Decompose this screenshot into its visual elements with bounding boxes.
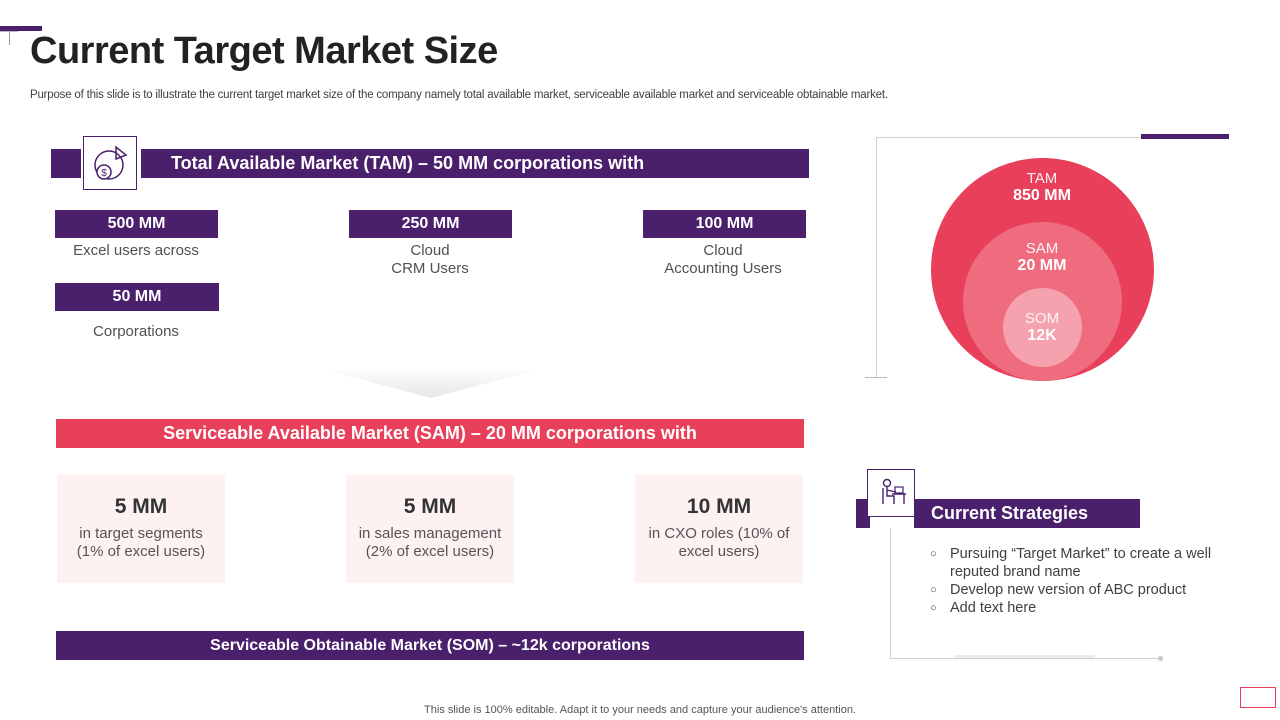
tam-header-bar: Total Available Market (TAM) – 50 MM cor… (141, 149, 809, 178)
dollar-chart-icon: $ (94, 145, 128, 180)
sam-circle-value: 20 MM (1017, 257, 1067, 274)
som-header-bar: Serviceable Obtainable Market (SOM) – ~1… (56, 631, 804, 660)
circle-panel-frame-left (876, 137, 877, 377)
strategies-frame-dot (1158, 656, 1163, 661)
sam-card-1: 5 MM in target segments (1% of excel use… (57, 475, 225, 583)
tam-stat-label-2: Cloud CRM Users (391, 242, 469, 277)
sam-circle-name: SAM (1025, 240, 1059, 257)
circle-bullet-icon: ○ (930, 548, 937, 560)
sam-card-value: 5 MM (403, 495, 457, 518)
page-title: Current Target Market Size (30, 30, 498, 72)
som-header-text: Serviceable Obtainable Market (SOM) – ~1… (210, 636, 650, 654)
list-item: ○ Add text here (930, 599, 1220, 617)
tam-stat-badge-4: 50 MM (55, 283, 219, 311)
page-subtitle: Purpose of this slide is to illustrate t… (30, 89, 888, 101)
tam-stat-label-1: Excel users across (73, 242, 199, 259)
som-circle-label: SOM 12K (992, 310, 1092, 345)
sam-card-label: in CXO roles (10% of excel users) (648, 525, 790, 560)
corner-accent-bar (0, 26, 42, 31)
som-circle-value: 12K (1027, 327, 1057, 344)
tam-circle-value: 850 MM (1013, 187, 1071, 204)
tam-stat-label-4: Corporations (93, 323, 179, 340)
tam-stat-badge-3: 100 MM (643, 210, 806, 238)
tam-header-text: Total Available Market (TAM) – 50 MM cor… (171, 153, 645, 173)
sam-card-3: 10 MM in CXO roles (10% of excel users) (635, 475, 803, 583)
sam-header-bar: Serviceable Available Market (SAM) – 20 … (56, 419, 804, 448)
strategy-text: Develop new version of ABC product (950, 582, 1187, 598)
tam-stat-label-3: Cloud Accounting Users (664, 242, 782, 277)
list-item: ○ Develop new version of ABC product (930, 581, 1220, 599)
corner-outline-box (1240, 687, 1276, 708)
strategies-list: ○ Pursuing “Target Market” to create a w… (930, 545, 1220, 617)
tam-stat-badge-1: 500 MM (55, 210, 218, 238)
sam-card-value: 10 MM (686, 495, 752, 518)
corner-accent-line-vertical (9, 31, 10, 45)
som-circle (1003, 288, 1082, 367)
som-circle-name: SOM (1024, 310, 1060, 327)
list-item: ○ Pursuing “Target Market” to create a w… (930, 545, 1220, 581)
sam-circle-label: SAM 20 MM (992, 240, 1092, 275)
circle-panel-accent-bar (1141, 134, 1229, 139)
strategies-icon-box (867, 469, 915, 517)
strategies-frame-left (890, 528, 891, 659)
circle-bullet-icon: ○ (930, 602, 937, 614)
strategies-header-stub (856, 499, 870, 528)
strategies-header-bar: Current Strategies (914, 499, 1140, 528)
strategy-text: Add text here (950, 600, 1037, 616)
tam-stat-badge-2: 250 MM (349, 210, 512, 238)
circle-bullet-icon: ○ (930, 584, 937, 596)
circle-panel-frame-foot (865, 377, 887, 378)
sam-card-label: in target segments (1% of excel users) (76, 525, 206, 560)
funnel-arrow-shape (318, 368, 544, 398)
sam-card-2: 5 MM in sales management (2% of excel us… (346, 475, 514, 583)
footer-note: This slide is 100% editable. Adapt it to… (424, 704, 856, 716)
strategies-frame-shadow (955, 655, 1095, 658)
tam-icon-box: $ (83, 136, 137, 190)
sam-card-label: in sales management (2% of excel users) (358, 525, 502, 560)
tam-header-left-stub (51, 149, 81, 178)
svg-text:$: $ (101, 168, 107, 179)
tam-circle-name: TAM (1026, 170, 1058, 187)
circle-panel-frame-top (876, 137, 1141, 138)
sam-header-text: Serviceable Available Market (SAM) – 20 … (163, 423, 697, 443)
sam-card-value: 5 MM (114, 495, 168, 518)
strategies-header-text: Current Strategies (931, 503, 1089, 523)
tam-circle-label: TAM 850 MM (992, 170, 1092, 205)
strategy-text: Pursuing “Target Market” to create a wel… (950, 546, 1212, 580)
person-desk-icon (882, 478, 906, 504)
strategies-frame-bottom (890, 658, 1160, 659)
